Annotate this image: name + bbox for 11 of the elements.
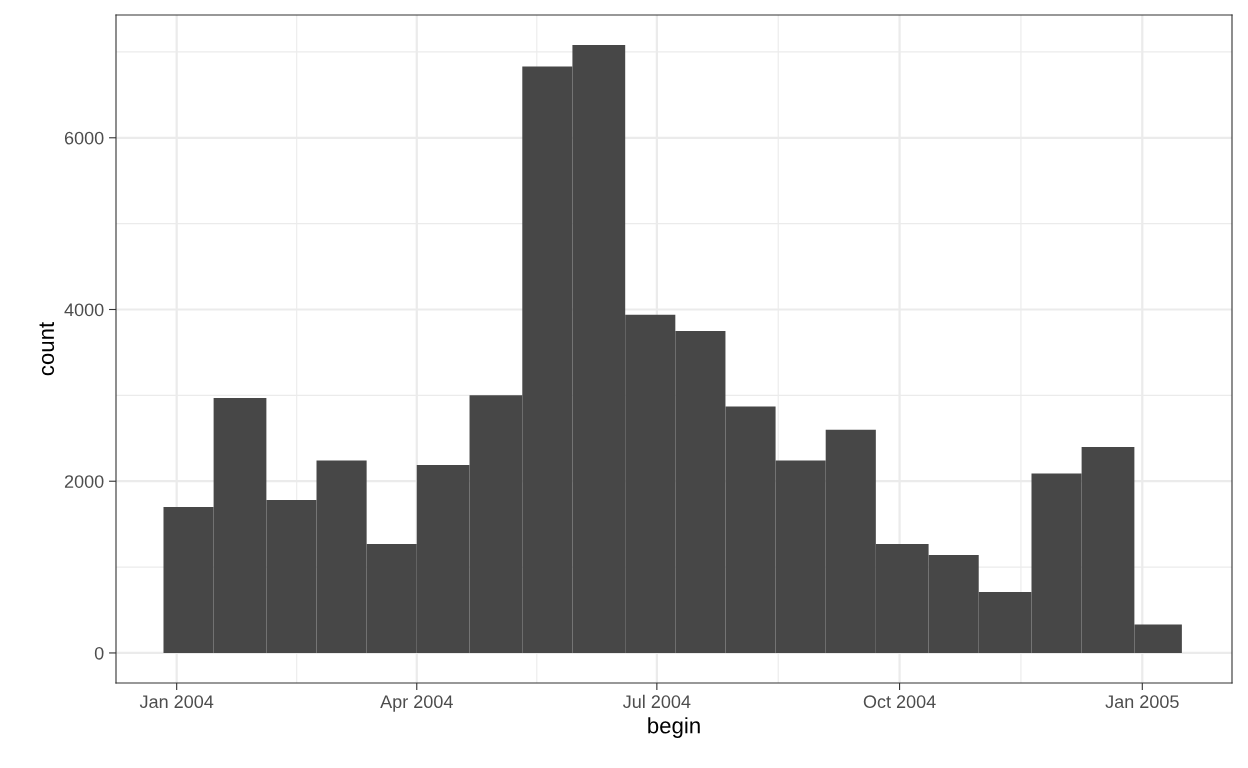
x-tick-label: Jan 2004 [139,695,214,709]
y-tick-label: 6000 [64,131,104,145]
y-tick-label: 4000 [64,303,104,317]
x-tick-label: Apr 2004 [380,695,453,712]
y-axis-title: count [39,321,55,376]
y-tick-label: 0 [94,646,104,660]
x-tick-label: Jan 2005 [1105,695,1179,709]
y-tick-label: 2000 [64,475,104,488]
x-tick-label: Oct 2004 [863,695,936,709]
x-axis-title: begin [648,717,700,738]
x-tick-label: Jul 2004 [623,694,691,709]
